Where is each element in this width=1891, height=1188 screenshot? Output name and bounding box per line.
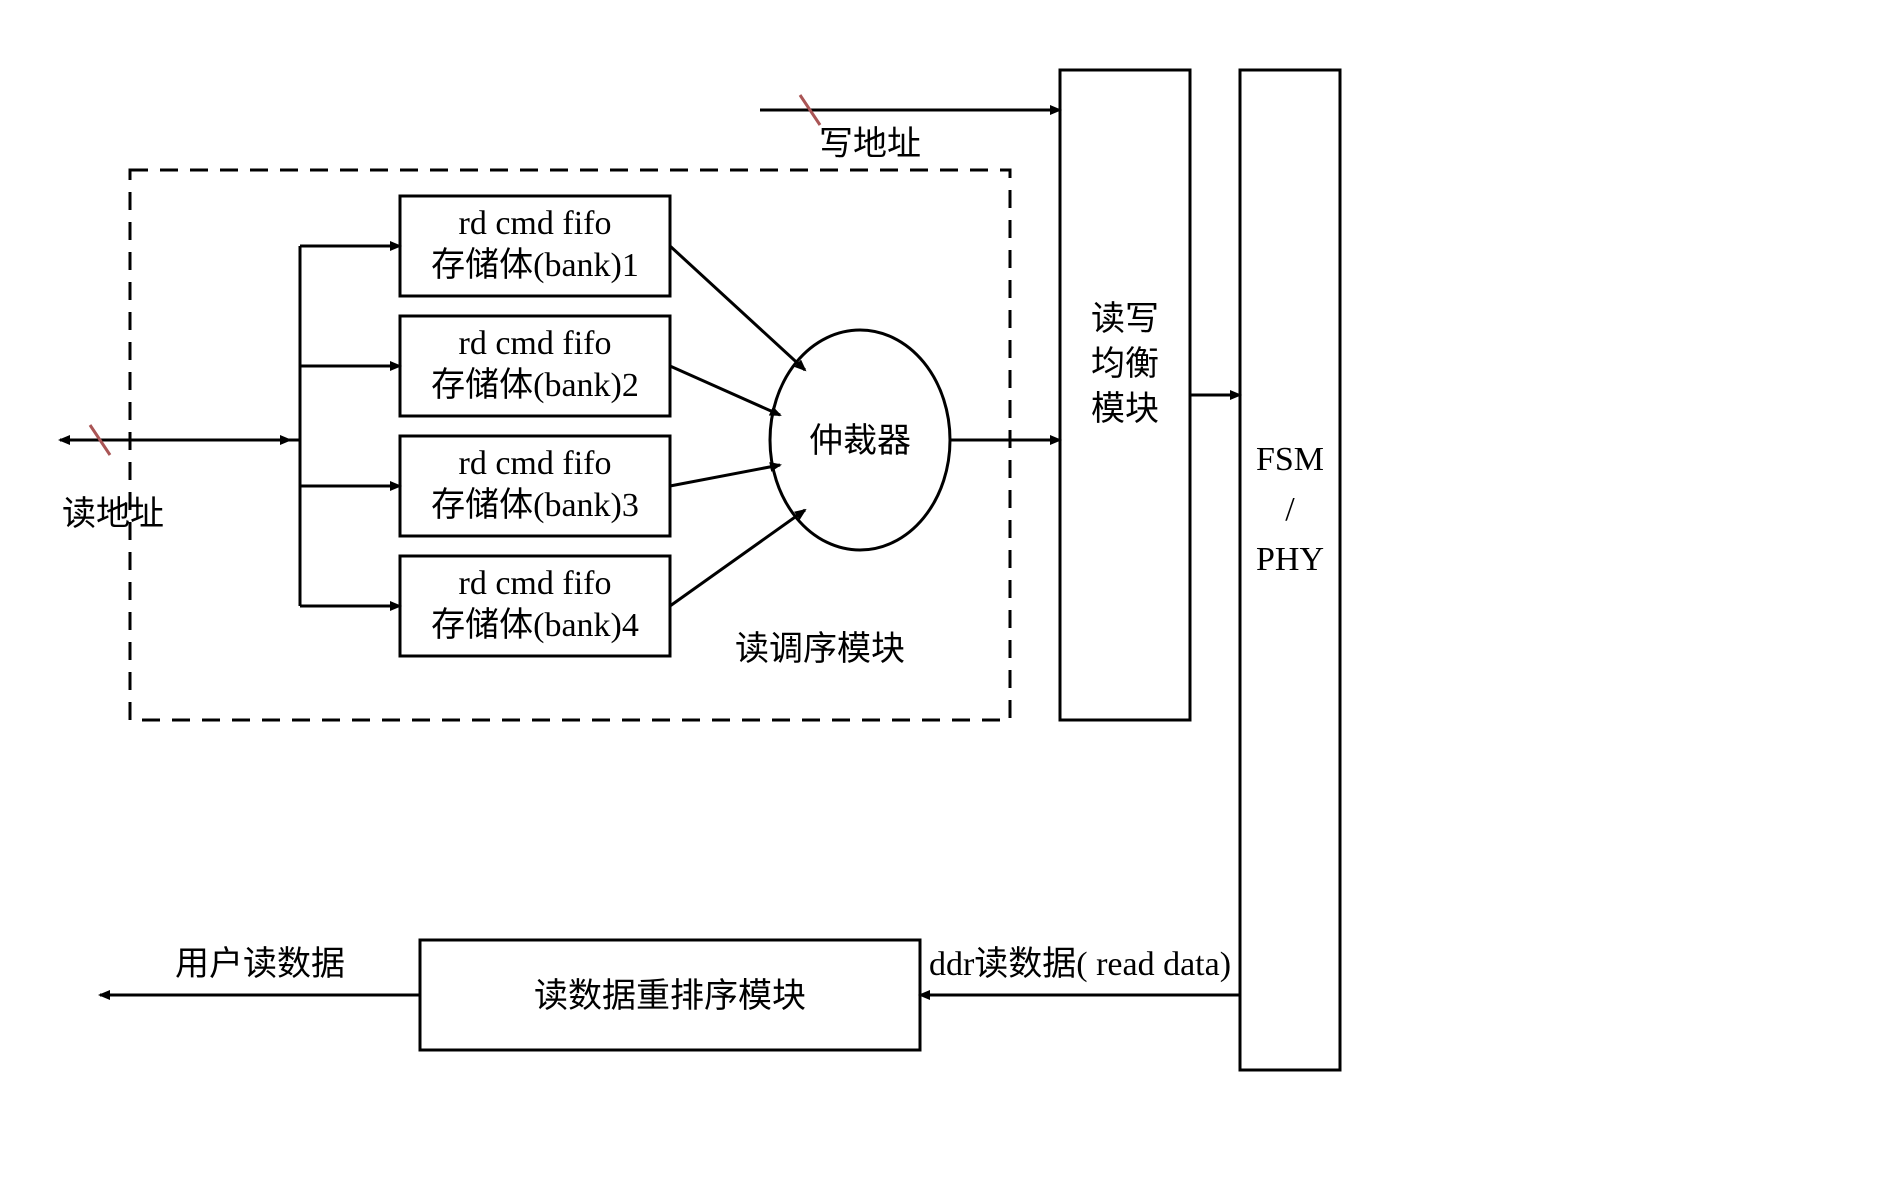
fifo-line1-4: rd cmd fifo (459, 565, 612, 602)
fsm-phy-text-0: FSM (1256, 441, 1324, 478)
rw-balance-text-2: 模块 (1091, 390, 1159, 428)
rw-balance-text-1: 均衡 (1091, 345, 1159, 383)
fifo-line2-4: 存储体(bank)4 (431, 606, 639, 644)
ddr-read-data-label: ddr读数据( read data) (929, 945, 1231, 983)
fifo-line1-3: rd cmd fifo (459, 445, 612, 482)
fifo-line2-3: 存储体(bank)3 (431, 486, 639, 524)
fsm-phy-text-1: / (1285, 491, 1295, 528)
fifo-line1-1: rd cmd fifo (459, 205, 612, 242)
fifo-to-arbiter-2 (670, 366, 780, 415)
fsm-phy-text-2: PHY (1256, 541, 1324, 578)
reorder-label: 读数据重排序模块 (534, 977, 806, 1015)
write-addr-label: 写地址 (819, 125, 921, 163)
fifo-to-arbiter-3 (670, 465, 780, 486)
rw-balance-text-0: 读写 (1091, 300, 1159, 338)
user-read-data-label: 用户读数据 (175, 945, 345, 983)
fifo-to-arbiter-1 (670, 246, 805, 370)
fifo-line1-2: rd cmd fifo (459, 325, 612, 362)
fifo-line2-1: 存储体(bank)1 (431, 246, 639, 284)
fifo-line2-2: 存储体(bank)2 (431, 366, 639, 404)
read-addr-label: 读地址 (62, 495, 164, 533)
read-scheduler-label: 读调序模块 (735, 630, 905, 668)
arbiter-label: 仲裁器 (809, 422, 911, 460)
fifo-to-arbiter-4 (670, 510, 805, 606)
